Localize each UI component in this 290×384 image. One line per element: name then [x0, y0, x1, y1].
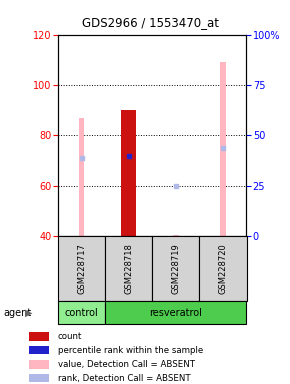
- Text: GSM228720: GSM228720: [218, 243, 227, 294]
- Bar: [105, 236, 152, 301]
- Bar: [79, 118, 84, 236]
- Text: GDS2966 / 1553470_at: GDS2966 / 1553470_at: [82, 16, 219, 29]
- Bar: [105, 301, 246, 324]
- Text: count: count: [58, 332, 82, 341]
- Text: control: control: [65, 308, 98, 318]
- Bar: [200, 236, 246, 301]
- Bar: [220, 62, 226, 236]
- Bar: [173, 235, 179, 236]
- Text: resveratrol: resveratrol: [149, 308, 202, 318]
- Text: GSM228717: GSM228717: [77, 243, 86, 294]
- Text: percentile rank within the sample: percentile rank within the sample: [58, 346, 203, 354]
- Bar: [29, 360, 49, 369]
- Text: GSM228719: GSM228719: [171, 243, 180, 294]
- Bar: [121, 110, 136, 236]
- Text: rank, Detection Call = ABSENT: rank, Detection Call = ABSENT: [58, 374, 191, 382]
- Bar: [58, 301, 105, 324]
- Bar: [29, 374, 49, 382]
- Text: value, Detection Call = ABSENT: value, Detection Call = ABSENT: [58, 360, 195, 369]
- Text: GSM228718: GSM228718: [124, 243, 133, 294]
- Bar: [58, 236, 105, 301]
- Text: ▶: ▶: [25, 308, 32, 318]
- Bar: [29, 332, 49, 341]
- Text: agent: agent: [3, 308, 31, 318]
- Bar: [29, 346, 49, 354]
- Bar: [152, 236, 200, 301]
